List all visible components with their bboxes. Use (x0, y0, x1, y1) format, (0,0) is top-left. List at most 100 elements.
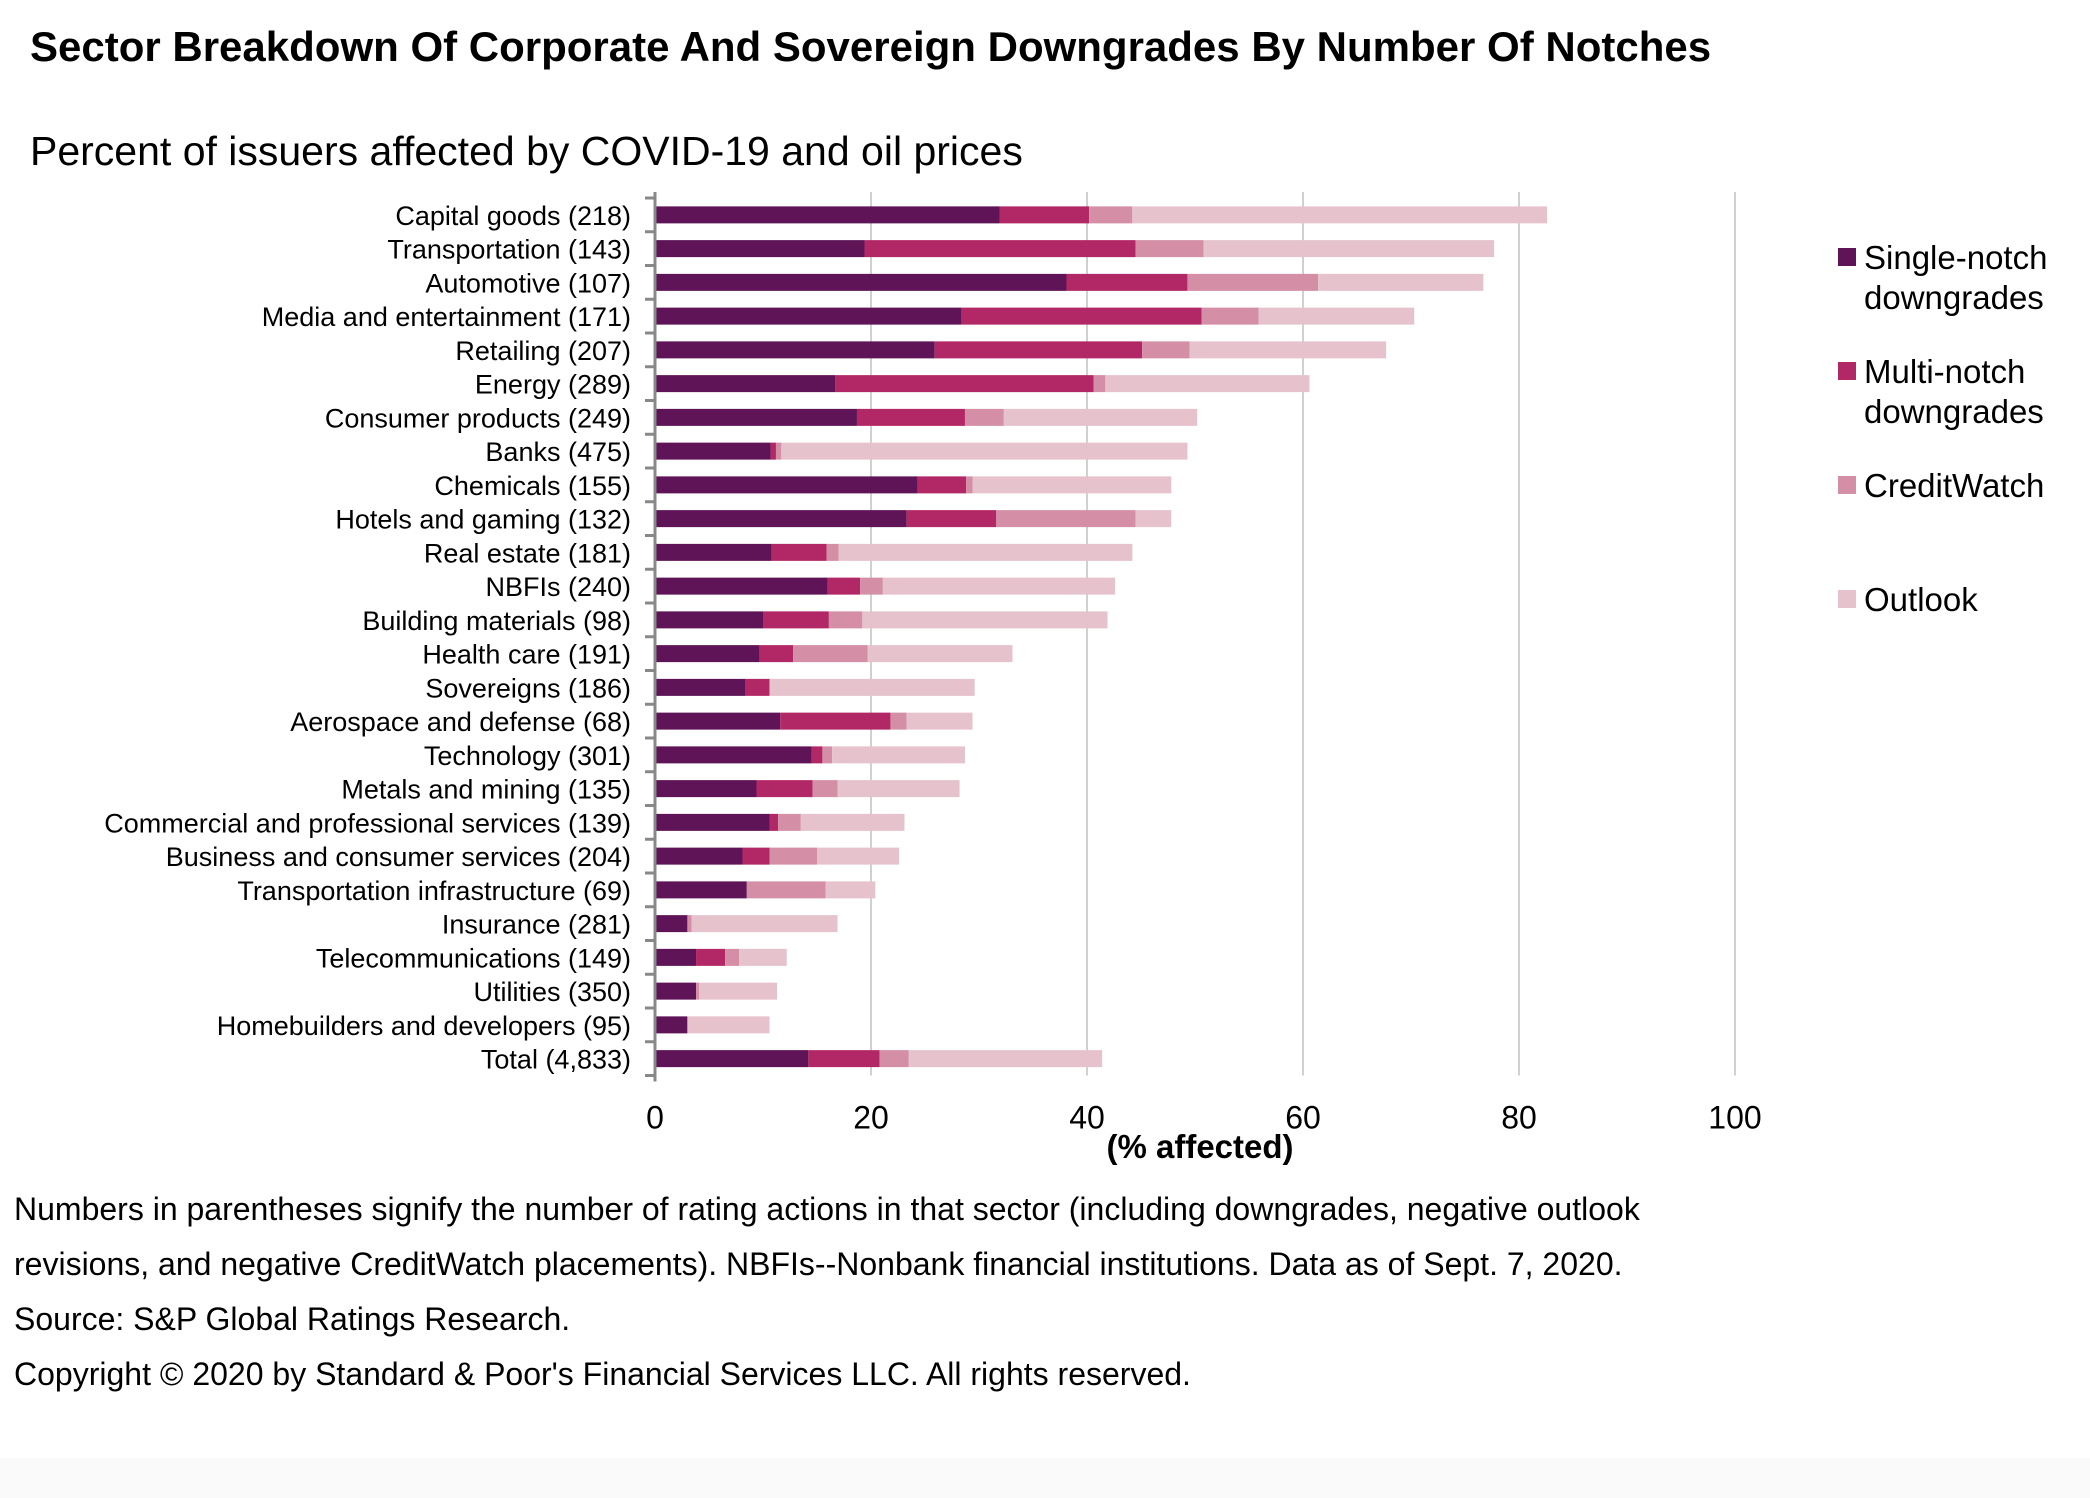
bar-segment-multi-notch-downgrades (961, 307, 1202, 325)
bar-segment-outlook (1003, 408, 1198, 426)
bar-segment-multi-notch-downgrades (1066, 273, 1188, 291)
gridlines (870, 192, 1736, 1076)
bar-segment-single-notch-downgrades (655, 712, 781, 730)
bar-segment-single-notch-downgrades (655, 1050, 809, 1068)
bar-segment-outlook (739, 948, 787, 966)
bar-segment-creditwatch (687, 915, 692, 933)
bar-segment-outlook (817, 847, 900, 865)
bar-segment-outlook (800, 813, 905, 831)
bar-segment-creditwatch (822, 746, 833, 764)
legend-item-multi-notch: Multi-notch downgrades (1838, 352, 2088, 432)
bar-segment-creditwatch (1135, 240, 1204, 258)
category-label: Retailing (207) (455, 336, 631, 366)
x-tick-labels: 0 20 40 60 80 100 (646, 1100, 1762, 1136)
bar-segment-outlook (1189, 341, 1387, 359)
bar-segment-creditwatch (812, 780, 838, 798)
bar-segment-creditwatch (996, 510, 1136, 528)
bar-segment-outlook (837, 780, 960, 798)
bar-segment-multi-notch-downgrades (759, 645, 794, 663)
legend-swatch-icon (1838, 476, 1856, 494)
bar-segment-outlook (1105, 375, 1310, 393)
bar-segment-creditwatch (1187, 273, 1319, 291)
bar-segment-creditwatch (828, 611, 863, 629)
bar-segment-multi-notch-downgrades (769, 813, 779, 831)
bar-segment-single-notch-downgrades (655, 1016, 688, 1034)
bar-segment-creditwatch (890, 712, 907, 730)
category-label: Commercial and professional services (13… (104, 808, 631, 838)
category-label: Sovereigns (186) (425, 673, 631, 703)
category-label: Utilities (350) (473, 977, 631, 1007)
bar-segment-single-notch-downgrades (655, 645, 760, 663)
x-tick-label: 20 (853, 1100, 889, 1136)
bar-segment-outlook (908, 1050, 1103, 1068)
category-label: Transportation infrastructure (69) (237, 876, 631, 906)
bar-segment-creditwatch (826, 543, 839, 561)
bar-segment-single-notch-downgrades (655, 476, 918, 494)
category-label: Business and consumer services (204) (166, 842, 631, 872)
bar-segment-single-notch-downgrades (655, 611, 763, 629)
y-axis (645, 192, 657, 1082)
bar-segment-single-notch-downgrades (655, 678, 746, 696)
category-label: Consumer products (249) (325, 403, 631, 433)
category-label: Insurance (281) (442, 910, 631, 940)
bar-segment-multi-notch-downgrades (742, 847, 770, 865)
bar-segment-outlook (1132, 206, 1548, 224)
bar-segment-multi-notch-downgrades (696, 948, 726, 966)
chart-title: Sector Breakdown Of Corporate And Sovere… (30, 23, 1712, 70)
bar-segment-creditwatch (725, 948, 740, 966)
bar-segment-single-notch-downgrades (655, 408, 857, 426)
bar-segment-creditwatch (964, 408, 1004, 426)
bar-segment-creditwatch (1201, 307, 1259, 325)
legend-label: CreditWatch (1864, 467, 2045, 504)
bottom-strip (0, 1458, 2090, 1498)
bar-segment-outlook (972, 476, 1172, 494)
bar-segment-multi-notch-downgrades (811, 746, 823, 764)
bar-segment-multi-notch-downgrades (864, 240, 1136, 258)
x-axis-label: (% affected) (1106, 1128, 1293, 1165)
bar-segment-single-notch-downgrades (655, 206, 1000, 224)
category-label: Hotels and gaming (132) (335, 505, 631, 535)
x-tick-label: 60 (1285, 1100, 1321, 1136)
bar-segment-outlook (687, 1016, 770, 1034)
bar-segment-multi-notch-downgrades (756, 780, 813, 798)
category-label: Aerospace and defense (68) (290, 707, 631, 737)
bar-segment-multi-notch-downgrades (780, 712, 891, 730)
category-label: Real estate (181) (424, 538, 631, 568)
x-tick-label: 100 (1708, 1100, 1761, 1136)
bar-segment-outlook (906, 712, 973, 730)
bar-segment-outlook (699, 982, 778, 1000)
copyright-text: Copyright © 2020 by Standard & Poor's Fi… (14, 1356, 1191, 1392)
category-label: Automotive (107) (425, 268, 631, 298)
bar-segment-multi-notch-downgrades (808, 1050, 880, 1068)
bar-segment-outlook (1258, 307, 1415, 325)
bar-segment-outlook (769, 678, 975, 696)
category-label: Metals and mining (135) (341, 775, 631, 805)
chart-subtitle: Percent of issuers affected by COVID-19 … (30, 128, 1023, 174)
x-tick-label: 40 (1069, 1100, 1105, 1136)
category-label: Technology (301) (424, 741, 631, 771)
bar-segment-multi-notch-downgrades (827, 577, 861, 595)
category-label: Transportation (143) (387, 235, 631, 265)
bar-segment-outlook (825, 881, 876, 899)
bar-segment-multi-notch-downgrades (934, 341, 1143, 359)
bar-segment-single-notch-downgrades (655, 982, 697, 1000)
category-label: Media and entertainment (171) (262, 302, 631, 332)
bar-segment-single-notch-downgrades (655, 746, 812, 764)
bar-segment-single-notch-downgrades (655, 442, 771, 460)
bar-segment-outlook (1135, 510, 1172, 528)
category-label: Energy (289) (475, 370, 631, 400)
stacked-bar-chart: Capital goods (218)Transportation (143)A… (104, 192, 1762, 1165)
legend-label: Multi-notch downgrades (1864, 353, 2044, 430)
bar-segment-single-notch-downgrades (655, 543, 772, 561)
bar-segment-single-notch-downgrades (655, 375, 836, 393)
legend-item-outlook: Outlook (1838, 580, 2088, 620)
category-label: Homebuilders and developers (95) (217, 1011, 631, 1041)
bar-segment-multi-notch-downgrades (999, 206, 1090, 224)
bar-segment-creditwatch (775, 442, 782, 460)
bar-segment-single-notch-downgrades (655, 510, 907, 528)
bar-segment-outlook (838, 543, 1133, 561)
category-label: Capital goods (218) (395, 201, 631, 231)
bar-segment-single-notch-downgrades (655, 780, 757, 798)
x-tick-label: 0 (646, 1100, 664, 1136)
bar-segment-outlook (832, 746, 965, 764)
